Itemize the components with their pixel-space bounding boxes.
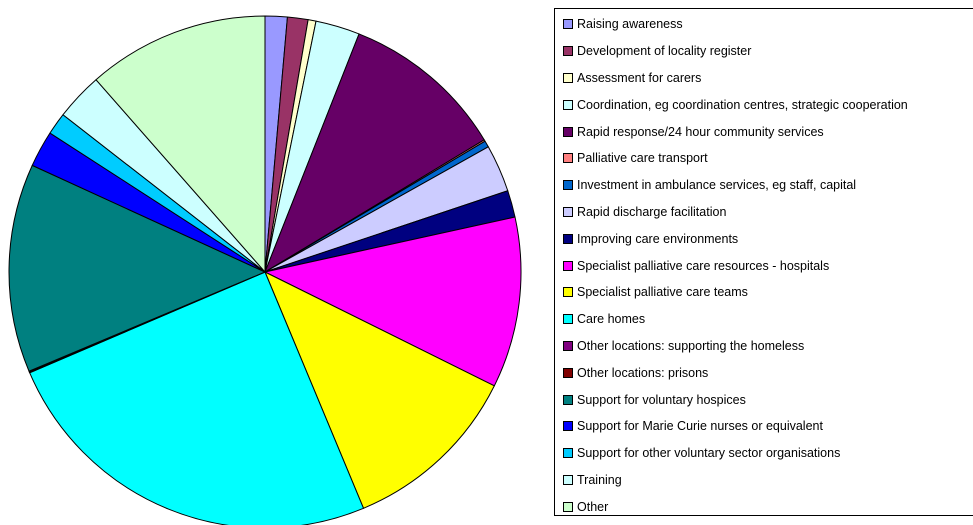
legend-item: Palliative care transport xyxy=(563,145,973,172)
legend-label: Care homes xyxy=(577,312,646,327)
legend-label: Improving care environments xyxy=(577,231,739,246)
legend-swatch xyxy=(563,233,573,244)
legend-swatch xyxy=(563,99,573,110)
legend-swatch xyxy=(563,46,573,57)
legend-label: Other locations: prisons xyxy=(577,365,709,380)
legend-swatch xyxy=(563,421,573,432)
legend-item: Other locations: prisons xyxy=(563,359,973,386)
legend-label: Support for voluntary hospices xyxy=(577,392,746,407)
legend-label: Other locations: supporting the homeless xyxy=(577,338,805,353)
legend-label: Other xyxy=(577,499,609,514)
legend-item: Coordination, eg coordination centres, s… xyxy=(563,91,973,118)
pie-slice-4 xyxy=(264,33,485,273)
pie-slice-9 xyxy=(264,216,522,387)
legend-swatch xyxy=(563,340,573,351)
legend-item: Support for other voluntary sector organ… xyxy=(563,440,973,467)
legend-label: Development of locality register xyxy=(577,44,752,59)
legend-item: Specialist palliative care resources - h… xyxy=(563,252,973,279)
legend-label: Assessment for carers xyxy=(577,70,702,85)
legend-label: Rapid response/24 hour community service… xyxy=(577,124,824,139)
legend-item: Other xyxy=(563,493,973,520)
legend-swatch xyxy=(563,287,573,298)
legend-item: Support for voluntary hospices xyxy=(563,386,973,413)
legend-label: Rapid discharge facilitation xyxy=(577,204,727,219)
legend-swatch xyxy=(563,501,573,512)
legend-swatch xyxy=(563,153,573,164)
legend-item: Support for Marie Curie nurses or equiva… xyxy=(563,413,973,440)
legend-item: Improving care environments xyxy=(563,225,973,252)
legend-swatch xyxy=(563,314,573,325)
pie-slice-11 xyxy=(29,271,365,525)
legend-swatch xyxy=(563,474,573,485)
legend-swatch xyxy=(563,19,573,30)
legend-item: Rapid response/24 hour community service… xyxy=(563,118,973,145)
legend-item: Raising awareness xyxy=(563,11,973,38)
legend-label: Training xyxy=(577,472,622,487)
legend-label: Specialist palliative care teams xyxy=(577,285,748,300)
legend-label: Support for other voluntary sector organ… xyxy=(577,446,841,461)
legend-swatch xyxy=(563,394,573,405)
legend-item: Rapid discharge facilitation xyxy=(563,199,973,226)
legend-item: Specialist palliative care teams xyxy=(563,279,973,306)
legend-item: Care homes xyxy=(563,306,973,333)
legend-swatch xyxy=(563,180,573,191)
legend-label: Investment in ambulance services, eg sta… xyxy=(577,178,857,193)
legend-swatch xyxy=(563,206,573,217)
legend-label: Support for Marie Curie nurses or equiva… xyxy=(577,419,823,434)
legend-swatch xyxy=(563,448,573,459)
legend-swatch xyxy=(563,367,573,378)
legend-item: Investment in ambulance services, eg sta… xyxy=(563,172,973,199)
legend-swatch xyxy=(563,260,573,271)
legend-item: Other locations: supporting the homeless xyxy=(563,333,973,360)
legend-label: Specialist palliative care resources - h… xyxy=(577,258,830,273)
pie-slice-10 xyxy=(264,271,495,509)
legend-item: Development of locality register xyxy=(563,38,973,65)
legend-label: Coordination, eg coordination centres, s… xyxy=(577,97,908,112)
legend-label: Raising awareness xyxy=(577,17,683,32)
pie-slice-18 xyxy=(95,15,266,273)
pie-plot-area xyxy=(8,15,522,525)
chart-legend: Raising awareness Development of locality… xyxy=(554,8,973,516)
legend-item: Training xyxy=(563,467,973,494)
legend-swatch xyxy=(563,72,573,83)
legend-label: Palliative care transport xyxy=(577,151,708,166)
pie-slice-14 xyxy=(8,164,266,372)
legend-item: Assessment for carers xyxy=(563,65,973,92)
legend-swatch xyxy=(563,126,573,137)
